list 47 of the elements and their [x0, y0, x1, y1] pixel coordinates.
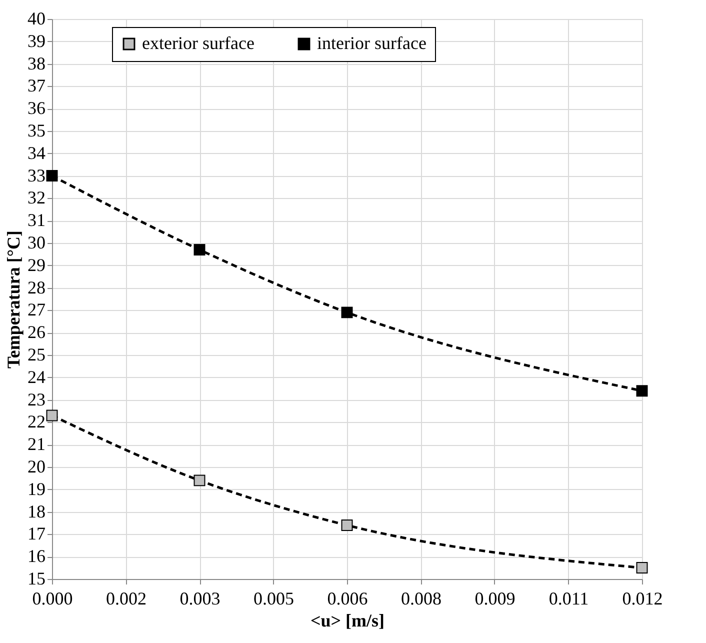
y-tick-label: 24 [28, 366, 46, 387]
x-tick-label: 0.002 [106, 588, 146, 608]
legend-label: interior surface [317, 33, 426, 53]
x-axis-title: <u> [m/s] [310, 610, 385, 630]
y-tick-label: 18 [28, 501, 46, 522]
y-tick-label: 32 [28, 188, 46, 208]
point [341, 306, 353, 318]
y-tick-label: 30 [28, 232, 46, 252]
y-tick-label: 15 [28, 568, 46, 588]
point [194, 474, 206, 486]
y-tick-label: 16 [28, 546, 46, 566]
legend-label: exterior surface [142, 33, 254, 53]
y-tick-label: 20 [28, 456, 46, 476]
y-axis-title: Temperatura [°C] [4, 230, 24, 369]
x-tick-label: 0.011 [548, 588, 589, 608]
y-tick-label: 17 [28, 524, 46, 544]
y-tick-label: 25 [28, 344, 46, 364]
y-tick-label: 34 [28, 142, 46, 163]
y-tick-label: 38 [28, 53, 46, 74]
y-tick-label: 36 [28, 98, 46, 118]
point [46, 170, 58, 182]
y-tick-label: 31 [28, 210, 46, 230]
y-tick-label: 22 [28, 412, 46, 432]
y-tick-label: 21 [28, 434, 46, 454]
y-tick-label: 37 [28, 76, 46, 96]
y-tick-label: 35 [28, 120, 46, 140]
x-tick-label: 0.009 [474, 588, 516, 608]
point [194, 244, 206, 256]
point [636, 562, 648, 574]
x-tick-label: 0.008 [401, 588, 442, 608]
y-tick-label: 33 [28, 165, 46, 186]
point [46, 410, 58, 422]
y-tick-label: 27 [28, 300, 46, 320]
x-tick-label: 0.006 [327, 588, 368, 608]
y-tick-label: 26 [28, 322, 46, 342]
y-tick-label: 39 [28, 30, 46, 51]
point [636, 385, 648, 397]
x-tick-label: 0.003 [180, 588, 220, 608]
y-tick-label: 23 [28, 389, 46, 410]
y-tick-label: 19 [28, 478, 46, 499]
x-tick-label: 0.005 [254, 588, 294, 608]
y-tick-label: 28 [28, 277, 46, 298]
y-tick-label: 29 [28, 254, 46, 275]
x-tick-label: 0.000 [32, 588, 73, 608]
y-tick-label: 40 [28, 8, 46, 28]
x-tick-label: 0.012 [622, 588, 663, 608]
point [341, 519, 353, 531]
